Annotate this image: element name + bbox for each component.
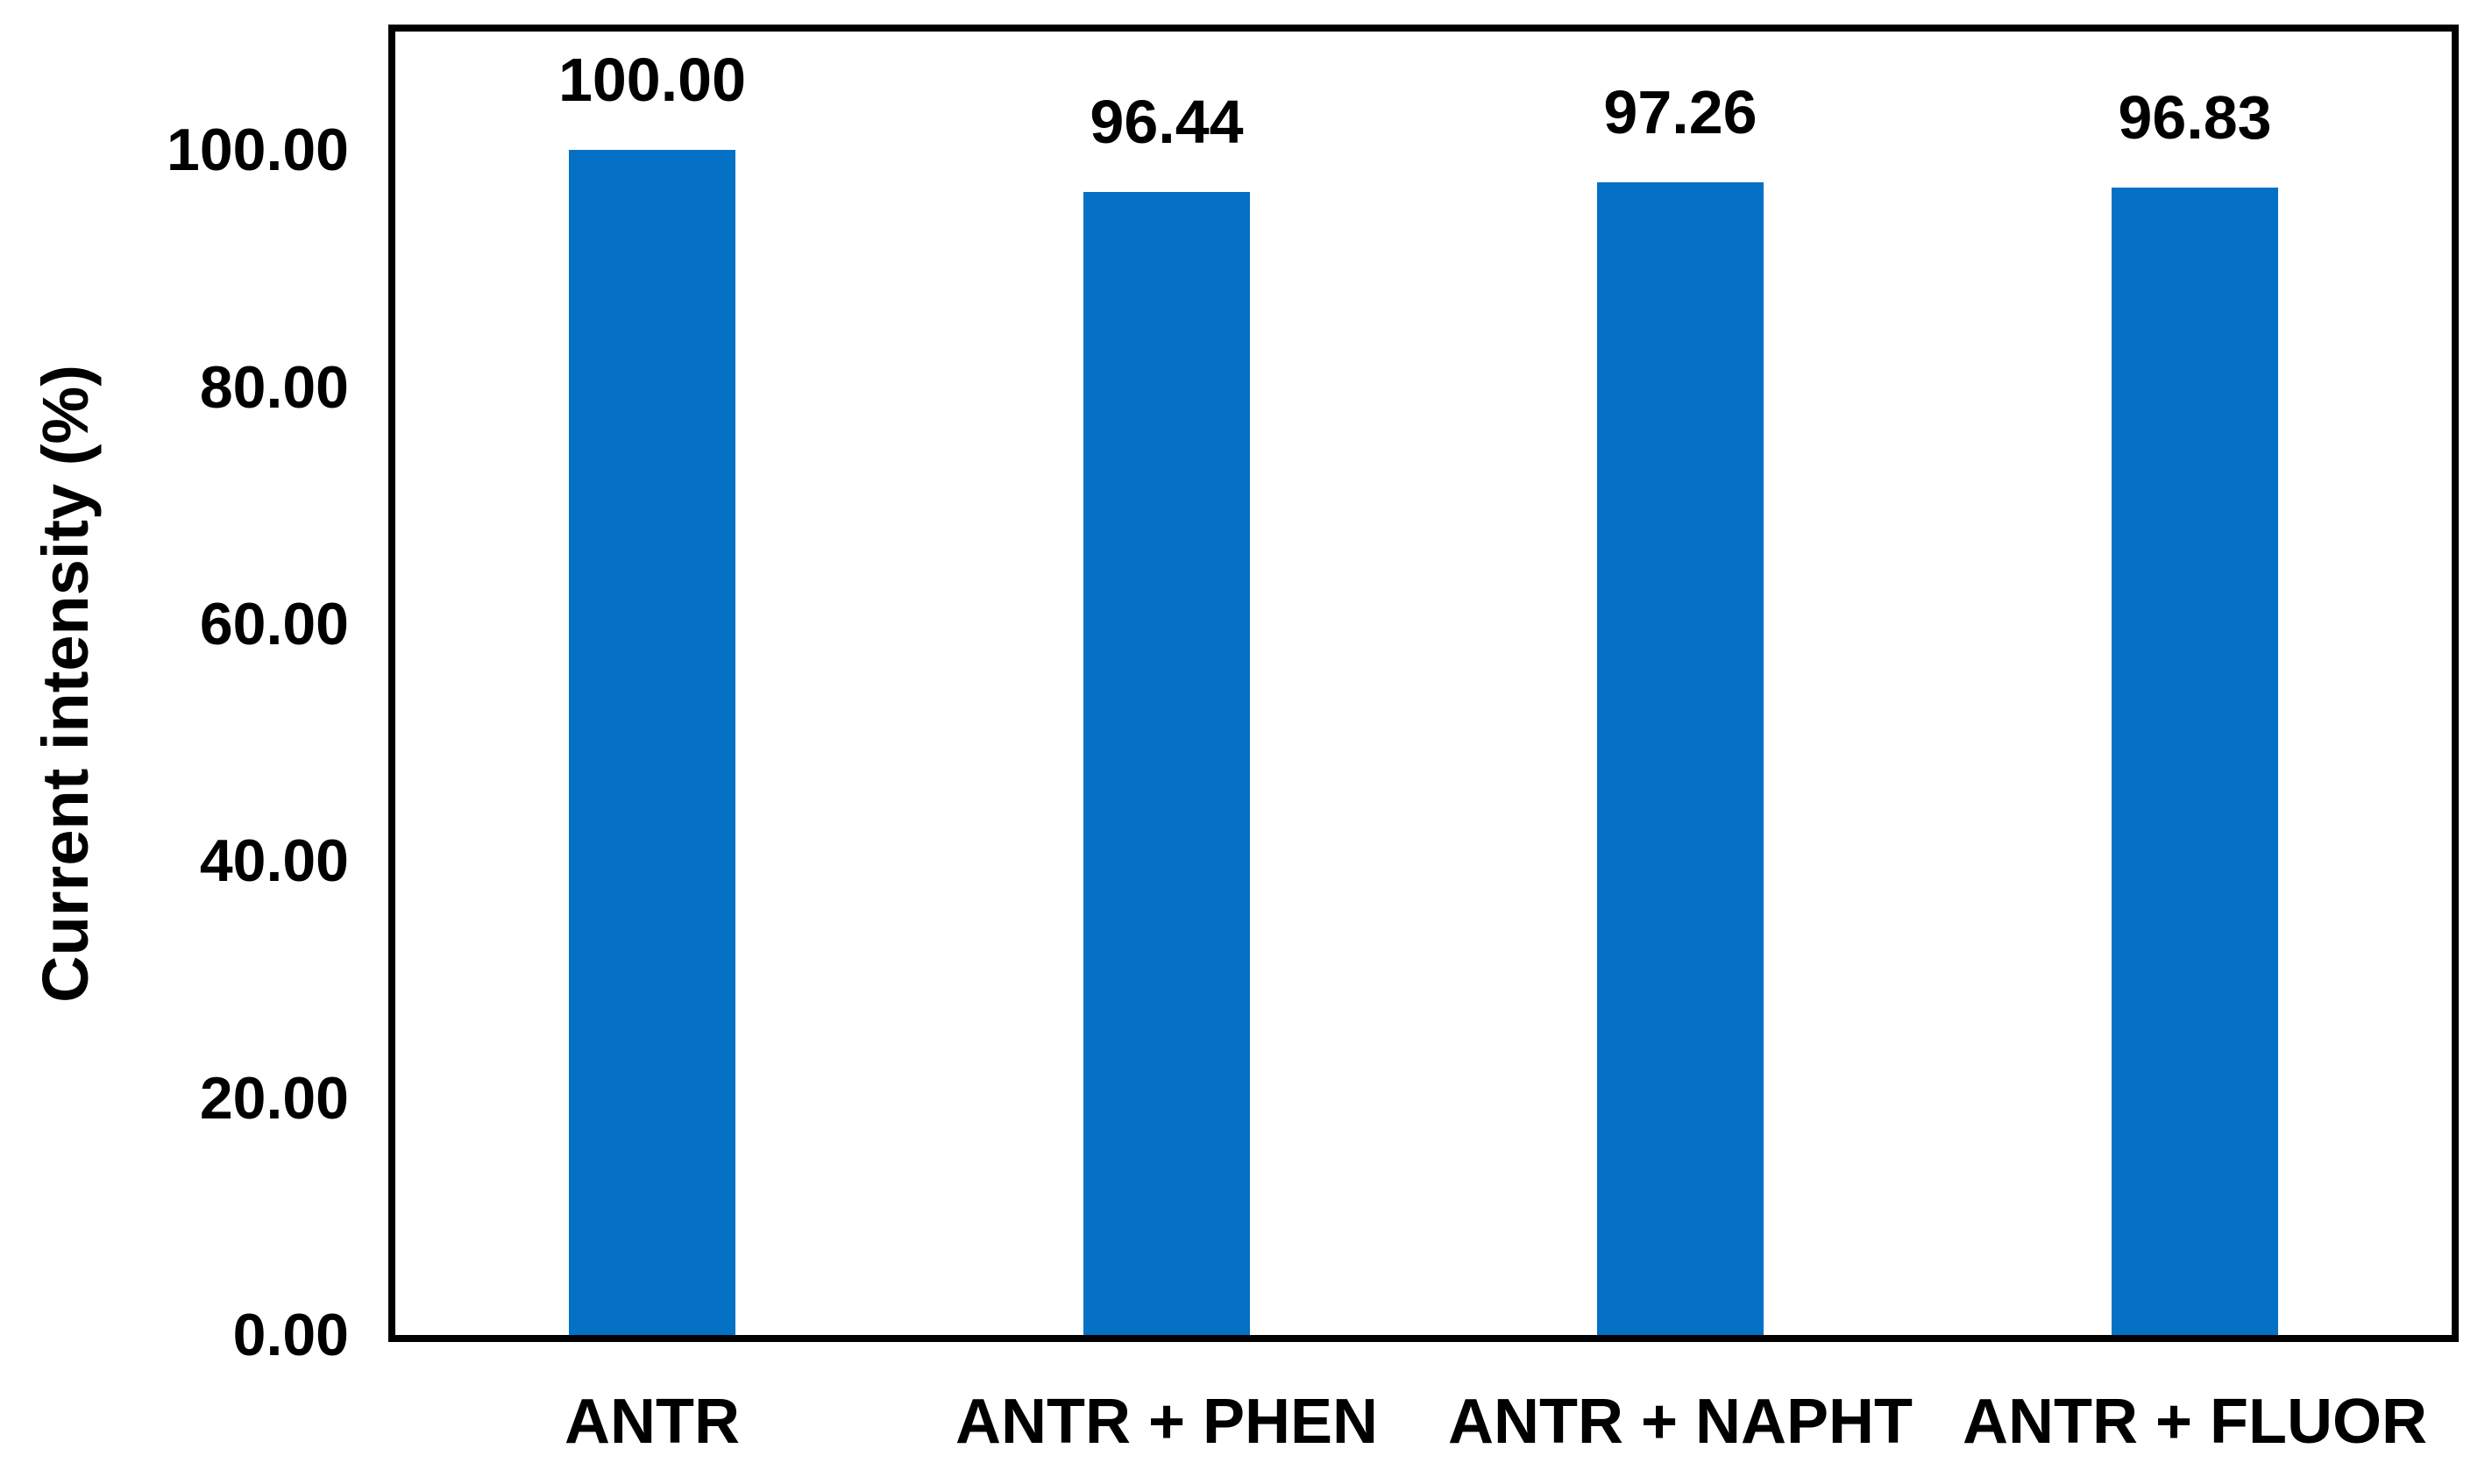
y-axis: 0.00 20.00 40.00 60.00 80.00 100.00 <box>0 25 349 1365</box>
bar <box>2112 188 2278 1335</box>
bar-value-label: 97.26 <box>1603 78 1757 146</box>
bar-value-label: 96.44 <box>1090 88 1244 156</box>
x-category-label: ANTR + PHEN <box>955 1387 1379 1457</box>
bar-value-label: 96.83 <box>2118 83 2272 152</box>
plot-area: 100.00 96.44 97.26 96.83 <box>388 25 2459 1342</box>
y-tick-label: 60.00 <box>199 591 349 657</box>
x-axis: ANTR ANTR + PHEN ANTR + NAPHT ANTR + FLUOR <box>388 1378 2459 1474</box>
bar-value-label: 100.00 <box>557 46 747 114</box>
bar <box>1597 182 1764 1335</box>
y-tick-label: 20.00 <box>199 1065 349 1132</box>
y-tick-label: 40.00 <box>199 827 349 894</box>
x-category-label: ANTR + NAPHT <box>1447 1387 1913 1457</box>
x-category-label: ANTR <box>564 1387 740 1457</box>
bar <box>1083 192 1250 1335</box>
y-tick-label: 0.00 <box>232 1302 349 1368</box>
y-tick-label: 100.00 <box>167 117 349 183</box>
bar <box>569 150 735 1335</box>
x-category-label: ANTR + FLUOR <box>1963 1387 2427 1457</box>
y-tick-label: 80.00 <box>199 354 349 421</box>
